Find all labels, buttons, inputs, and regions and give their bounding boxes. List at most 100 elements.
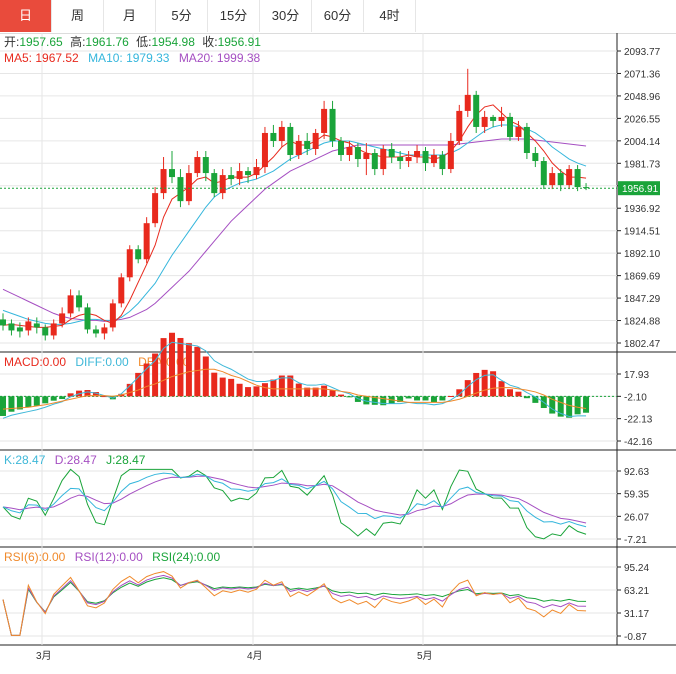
- candle: [464, 68, 471, 117]
- tab-0[interactable]: 日: [0, 0, 52, 32]
- tab-1[interactable]: 周: [52, 0, 104, 32]
- candle: [583, 183, 590, 191]
- candle: [456, 104, 463, 145]
- candle: [388, 142, 395, 164]
- price-tick-label: 2048.96: [624, 92, 661, 103]
- tab-5[interactable]: 30分: [260, 0, 312, 32]
- price-tick-label: 1981.73: [624, 159, 661, 170]
- indicator-tick-label: -2.10: [624, 392, 647, 403]
- tab-3[interactable]: 5分: [156, 0, 208, 32]
- candle: [118, 273, 125, 308]
- candle: [202, 151, 209, 182]
- candle: [473, 90, 480, 133]
- macd-bar: [490, 371, 497, 397]
- candle: [405, 151, 412, 168]
- k-line: [2, 472, 587, 528]
- tab-7[interactable]: 4时: [364, 0, 416, 32]
- macd-bar: [498, 381, 505, 397]
- macd-bar: [397, 396, 404, 403]
- macd-bar: [152, 353, 159, 397]
- macd-bar: [59, 396, 66, 400]
- candle: [287, 122, 294, 162]
- indicator-tick-label: -0.87: [624, 632, 647, 643]
- tab-2[interactable]: 月: [104, 0, 156, 32]
- candle: [0, 313, 6, 331]
- indicator-tick-label: 26.07: [624, 512, 649, 523]
- macd-bar: [92, 392, 99, 397]
- macd-bar: [304, 387, 311, 397]
- price-tick-label: 2093.77: [624, 47, 661, 58]
- candle: [245, 167, 252, 184]
- candle: [261, 126, 268, 174]
- macd-bar: [507, 389, 513, 397]
- macd-bar: [160, 338, 167, 397]
- ma-readout: MA5: 1967.52 MA10: 1979.33 MA20: 1999.38: [4, 51, 261, 65]
- candle: [194, 151, 201, 178]
- macd-bar: [33, 396, 40, 406]
- ma10-line: [2, 124, 587, 325]
- macd-bar: [287, 375, 294, 397]
- candle: [566, 165, 573, 190]
- macd-bar: [414, 396, 421, 401]
- tab-6[interactable]: 60分: [312, 0, 364, 32]
- indicator-tick-label: 95.24: [624, 563, 649, 574]
- macd-bar: [405, 396, 412, 399]
- candle: [549, 167, 556, 190]
- macd-bar: [143, 363, 150, 397]
- candle: [33, 317, 40, 334]
- price-tick-label: 2071.36: [624, 69, 661, 80]
- macd-bar: [50, 396, 57, 401]
- candle: [67, 289, 74, 318]
- candle: [42, 324, 49, 341]
- candle: [498, 106, 505, 127]
- indicator-tick-label: 63.21: [624, 586, 649, 597]
- macd-bar: [464, 380, 471, 397]
- candle: [253, 159, 260, 180]
- macd-bar: [557, 396, 564, 417]
- macd-bar: [515, 391, 522, 397]
- timeframe-tabs: 日周月 5分 15分 30分 60分 4时: [0, 0, 676, 34]
- candle: [490, 114, 497, 127]
- candle: [430, 149, 437, 168]
- candle: [439, 151, 446, 176]
- macd-bar: [439, 396, 446, 401]
- indicator-tick-label: -22.13: [624, 415, 653, 426]
- candle: [185, 165, 192, 206]
- macd-bar: [312, 387, 319, 397]
- rsi12-line: [2, 574, 587, 636]
- dea-line: [2, 368, 587, 410]
- macd-bar: [67, 393, 74, 397]
- candle: [338, 136, 344, 162]
- price-tick-label: 1892.10: [624, 249, 661, 260]
- macd-bar: [278, 375, 285, 397]
- rsi-readout: RSI(6):0.00 RSI(12):0.00 RSI(24):0.00: [4, 550, 220, 564]
- ma5-line: [2, 104, 587, 328]
- candle: [363, 142, 370, 176]
- macd-bar: [371, 396, 378, 405]
- candle: [422, 147, 429, 172]
- candle: [135, 245, 142, 264]
- macd-bar: [84, 390, 91, 397]
- macd-bar: [25, 396, 32, 408]
- macd-bar: [473, 372, 480, 397]
- candle: [304, 132, 311, 156]
- macd-bar: [422, 396, 429, 401]
- indicator-tick-label: 92.63: [624, 467, 649, 478]
- macd-bar: [42, 396, 49, 404]
- candle: [236, 163, 243, 186]
- candle: [507, 112, 513, 141]
- macd-bar: [270, 379, 277, 397]
- candle: [160, 157, 167, 200]
- macd-bar: [228, 378, 235, 397]
- price-tick-label: 1869.69: [624, 272, 661, 283]
- macd-bar: [430, 396, 437, 403]
- tab-4[interactable]: 15分: [208, 0, 260, 32]
- candle: [152, 187, 159, 228]
- macd-bar: [574, 396, 581, 415]
- candle: [109, 299, 116, 332]
- price-tick-label: 1914.51: [624, 227, 661, 238]
- candle: [354, 142, 361, 168]
- price-tick-label: 1847.29: [624, 294, 661, 305]
- candle: [380, 144, 387, 176]
- macd-bar: [177, 337, 184, 397]
